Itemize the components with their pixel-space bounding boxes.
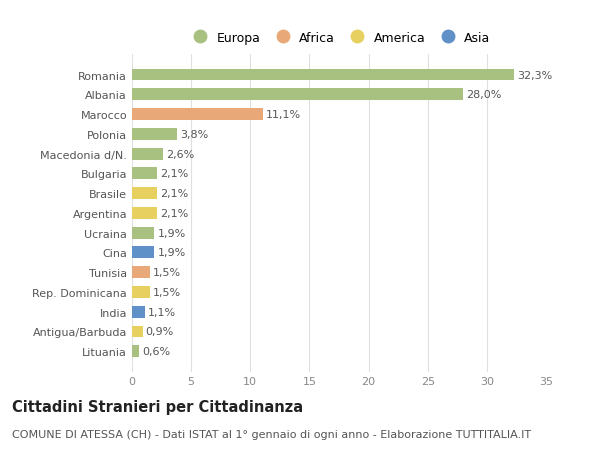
Text: 1,9%: 1,9%	[157, 248, 185, 258]
Bar	[132, 306, 145, 318]
Bar	[132, 346, 139, 358]
Text: 1,9%: 1,9%	[157, 228, 185, 238]
Text: 0,6%: 0,6%	[142, 347, 170, 357]
Bar	[132, 109, 263, 121]
Bar	[132, 168, 157, 180]
Bar	[132, 326, 143, 338]
Text: 1,5%: 1,5%	[152, 268, 181, 278]
Text: 11,1%: 11,1%	[266, 110, 301, 120]
Text: Cittadini Stranieri per Cittadinanza: Cittadini Stranieri per Cittadinanza	[12, 399, 303, 414]
Bar	[132, 227, 154, 239]
Bar	[132, 69, 514, 81]
Text: 28,0%: 28,0%	[466, 90, 502, 100]
Text: COMUNE DI ATESSA (CH) - Dati ISTAT al 1° gennaio di ogni anno - Elaborazione TUT: COMUNE DI ATESSA (CH) - Dati ISTAT al 1°…	[12, 429, 531, 439]
Text: 32,3%: 32,3%	[517, 70, 552, 80]
Text: 0,9%: 0,9%	[146, 327, 174, 337]
Text: 2,1%: 2,1%	[160, 169, 188, 179]
Text: 1,1%: 1,1%	[148, 307, 176, 317]
Bar	[132, 286, 150, 298]
Text: 3,8%: 3,8%	[180, 129, 208, 140]
Bar	[132, 188, 157, 200]
Legend: Europa, Africa, America, Asia: Europa, Africa, America, Asia	[182, 27, 496, 50]
Bar	[132, 207, 157, 219]
Text: 2,1%: 2,1%	[160, 189, 188, 199]
Bar	[132, 247, 154, 259]
Bar	[132, 89, 463, 101]
Bar	[132, 129, 177, 140]
Text: 1,5%: 1,5%	[152, 287, 181, 297]
Bar	[132, 148, 163, 160]
Bar	[132, 267, 150, 279]
Text: 2,6%: 2,6%	[166, 149, 194, 159]
Text: 2,1%: 2,1%	[160, 208, 188, 218]
